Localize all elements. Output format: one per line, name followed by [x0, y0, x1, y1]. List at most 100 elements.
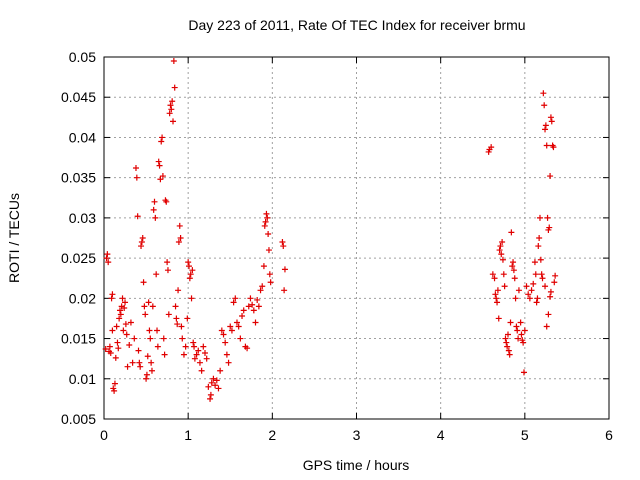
data-point	[190, 339, 197, 346]
y-tick-labels: 0.005 0.01 0.015 0.02 0.025 0.03 0.035 0.04 0.04…	[61, 49, 96, 427]
data-point	[538, 271, 545, 278]
data-point	[520, 369, 527, 376]
data-point	[164, 267, 171, 274]
data-point	[533, 299, 540, 306]
data-point	[212, 382, 219, 389]
data-point	[208, 379, 215, 386]
data-point	[143, 375, 150, 382]
data-point	[489, 271, 496, 278]
data-point	[207, 391, 214, 398]
data-point	[166, 110, 173, 117]
data-point	[518, 331, 525, 338]
data-point	[191, 343, 198, 350]
data-point	[105, 259, 112, 266]
data-point	[218, 327, 225, 334]
data-point	[143, 371, 150, 378]
data-point	[506, 351, 513, 358]
x-axis-label: GPS time / hours	[303, 457, 410, 473]
data-point	[505, 331, 511, 338]
data-point	[176, 222, 183, 229]
data-point	[210, 375, 217, 382]
data-point	[515, 335, 522, 342]
data-point	[507, 319, 514, 326]
x-tick-label: 2	[268, 427, 276, 443]
y-tick-label: 0.045	[61, 89, 96, 105]
data-point	[138, 239, 145, 246]
data-point	[102, 346, 109, 353]
data-point	[281, 266, 288, 273]
data-point	[138, 243, 145, 250]
data-point	[182, 343, 189, 350]
data-point	[501, 283, 508, 290]
data-point	[532, 271, 539, 278]
data-point	[499, 239, 506, 246]
data-point	[510, 267, 517, 274]
data-point	[115, 345, 122, 352]
data-point	[158, 138, 165, 145]
data-point	[193, 351, 200, 358]
data-point	[531, 259, 538, 266]
data-point	[132, 165, 139, 172]
data-point	[520, 339, 527, 346]
data-point	[548, 118, 555, 125]
data-point	[543, 323, 550, 330]
data-point	[551, 279, 558, 286]
data-point	[146, 327, 153, 334]
data-point	[188, 295, 195, 302]
data-point	[265, 247, 272, 254]
data-point	[185, 259, 192, 266]
data-point	[233, 319, 240, 326]
gridlines	[104, 57, 609, 419]
data-point	[542, 126, 549, 133]
data-point	[136, 359, 143, 366]
data-point	[164, 259, 171, 266]
data-point	[179, 335, 186, 342]
data-point	[488, 144, 495, 151]
data-point	[117, 311, 124, 318]
data-point	[498, 251, 505, 258]
data-point	[140, 279, 147, 286]
data-point	[523, 283, 530, 290]
y-tick-label: 0.04	[69, 129, 96, 145]
data-point	[491, 275, 498, 282]
data-point	[215, 385, 222, 392]
data-point	[255, 303, 262, 310]
data-point	[227, 323, 234, 330]
data-point	[261, 222, 268, 229]
data-point	[116, 315, 123, 322]
data-point	[493, 295, 500, 302]
data-point	[504, 343, 511, 350]
data-point	[517, 319, 524, 326]
data-point	[536, 214, 543, 221]
data-point	[120, 327, 127, 334]
data-point	[178, 323, 185, 330]
data-point	[280, 243, 287, 250]
data-point	[528, 287, 535, 294]
data-point	[167, 102, 174, 109]
data-point	[184, 315, 191, 322]
y-tick-label: 0.03	[69, 210, 96, 226]
data-point	[145, 299, 152, 306]
data-point	[264, 214, 271, 221]
y-tick-label: 0.005	[61, 411, 96, 427]
y-tick-label: 0.025	[61, 250, 96, 266]
data-point	[203, 355, 210, 362]
data-point	[114, 339, 121, 346]
data-point	[546, 224, 553, 231]
data-point	[257, 287, 264, 294]
data-point	[543, 142, 550, 149]
data-point	[157, 176, 164, 183]
x-tick-label: 3	[353, 427, 361, 443]
data-point	[111, 380, 118, 387]
x-tick-label: 4	[437, 427, 445, 443]
data-point	[175, 239, 182, 246]
data-point	[123, 331, 130, 338]
data-point	[254, 296, 261, 303]
data-point	[244, 345, 251, 352]
data-point	[539, 275, 546, 282]
data-point	[195, 347, 202, 354]
data-point	[196, 359, 203, 366]
x-tick-label: 6	[605, 427, 613, 443]
data-point	[151, 198, 158, 205]
